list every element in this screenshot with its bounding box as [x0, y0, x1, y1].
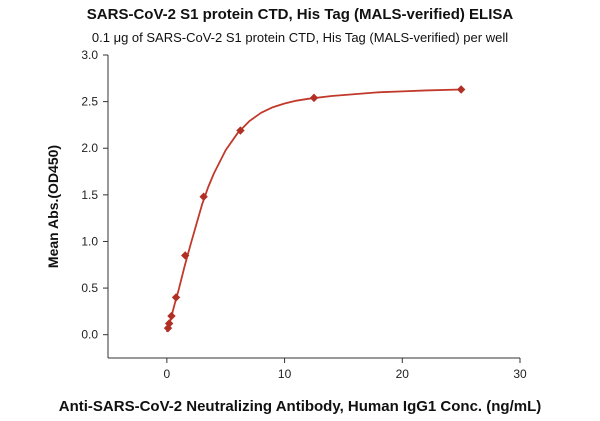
data-point	[236, 126, 245, 135]
data-point	[163, 323, 173, 333]
tick-marks	[103, 54, 521, 363]
x-tick-label: 10	[278, 367, 292, 381]
data-point	[309, 93, 319, 103]
tick-labels: 0.0 0.5 1.0 1.5 2.0 2.5 3.0 0 10 20 30	[81, 48, 527, 381]
data-point	[167, 311, 176, 321]
data-point	[456, 85, 466, 94]
fit-curve	[166, 88, 462, 333]
y-tick-label: 1.0	[81, 234, 98, 248]
y-tick-label: 3.0	[81, 48, 98, 62]
y-tick-label: 2.0	[81, 141, 98, 155]
x-tick-label: 20	[396, 367, 410, 381]
data-points	[163, 85, 466, 333]
chart-subtitle: 0.1 μg of SARS-CoV-2 S1 protein CTD, His…	[91, 30, 509, 45]
y-tick-label: 0.0	[81, 328, 98, 342]
x-tick-label: 0	[164, 367, 171, 381]
x-tick-label: 30	[513, 367, 527, 381]
data-point	[164, 319, 174, 328]
data-point	[199, 192, 208, 201]
data-point	[181, 251, 190, 260]
chart-title: SARS-CoV-2 S1 protein CTD, His Tag (MALS…	[86, 6, 514, 23]
y-tick-label: 2.5	[81, 95, 98, 109]
x-axis-title: Anti-SARS-CoV-2 Neutralizing Antibody, H…	[59, 398, 542, 415]
data-point	[171, 293, 181, 302]
y-tick-label: 1.5	[81, 188, 98, 202]
y-tick-label: 0.5	[81, 281, 98, 295]
axes	[107, 55, 520, 359]
y-axis-title: Mean Abs.(OD450)	[45, 145, 61, 268]
